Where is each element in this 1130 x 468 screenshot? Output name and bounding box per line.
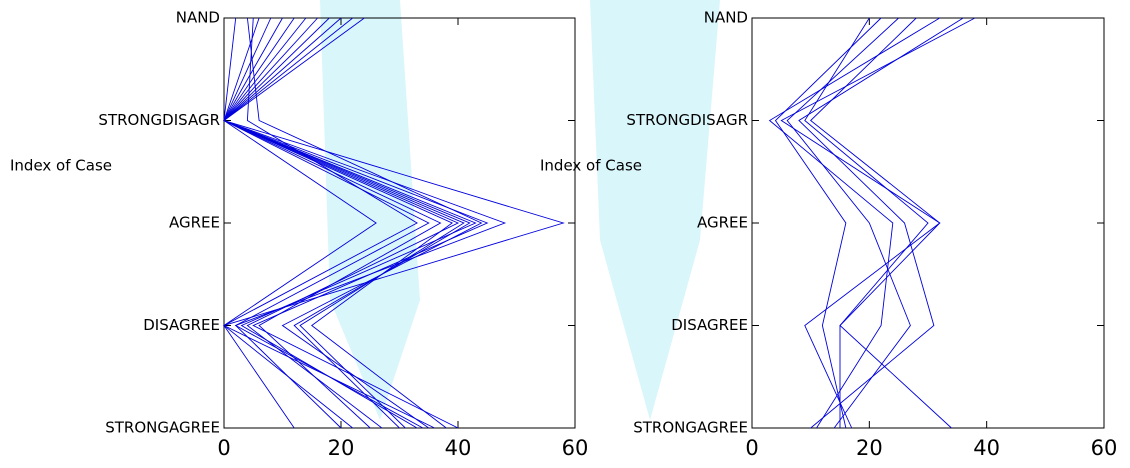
x-tick-label: 60: [562, 436, 589, 460]
profile-line: [770, 18, 940, 428]
y-tick-label: AGREE: [697, 214, 748, 232]
y-axis-label: Index of Case: [10, 157, 112, 175]
y-tick-label: STRONGAGREE: [105, 419, 220, 437]
x-tick-label: 20: [328, 436, 355, 460]
y-tick-label: STRONGAGREE: [633, 419, 748, 437]
y-tick-label: DISAGREE: [671, 316, 748, 334]
watermark: [320, 0, 420, 420]
x-tick-label: 60: [1091, 436, 1118, 460]
x-tick-label: 0: [745, 436, 758, 460]
x-tick-label: 40: [973, 436, 1000, 460]
x-tick-label: 0: [217, 436, 230, 460]
chart: NAND STRONGDISAGR AGREE DISAGREE STRONGAGREE…: [0, 0, 1130, 468]
y-tick-label: AGREE: [169, 214, 220, 232]
y-tick-label: STRONGDISAGR: [626, 111, 748, 129]
profile-line: [787, 18, 910, 428]
x-tick-label: 40: [445, 436, 472, 460]
watermark: [590, 0, 720, 420]
y-tick-label: NAND: [704, 9, 748, 27]
x-tick-label: 20: [856, 436, 883, 460]
y-tick-label: STRONGDISAGR: [98, 111, 220, 129]
profile-line: [781, 18, 975, 428]
y-tick-label: DISAGREE: [143, 316, 220, 334]
y-axis-label: Index of Case: [540, 157, 642, 175]
y-tick-label: NAND: [176, 9, 220, 27]
